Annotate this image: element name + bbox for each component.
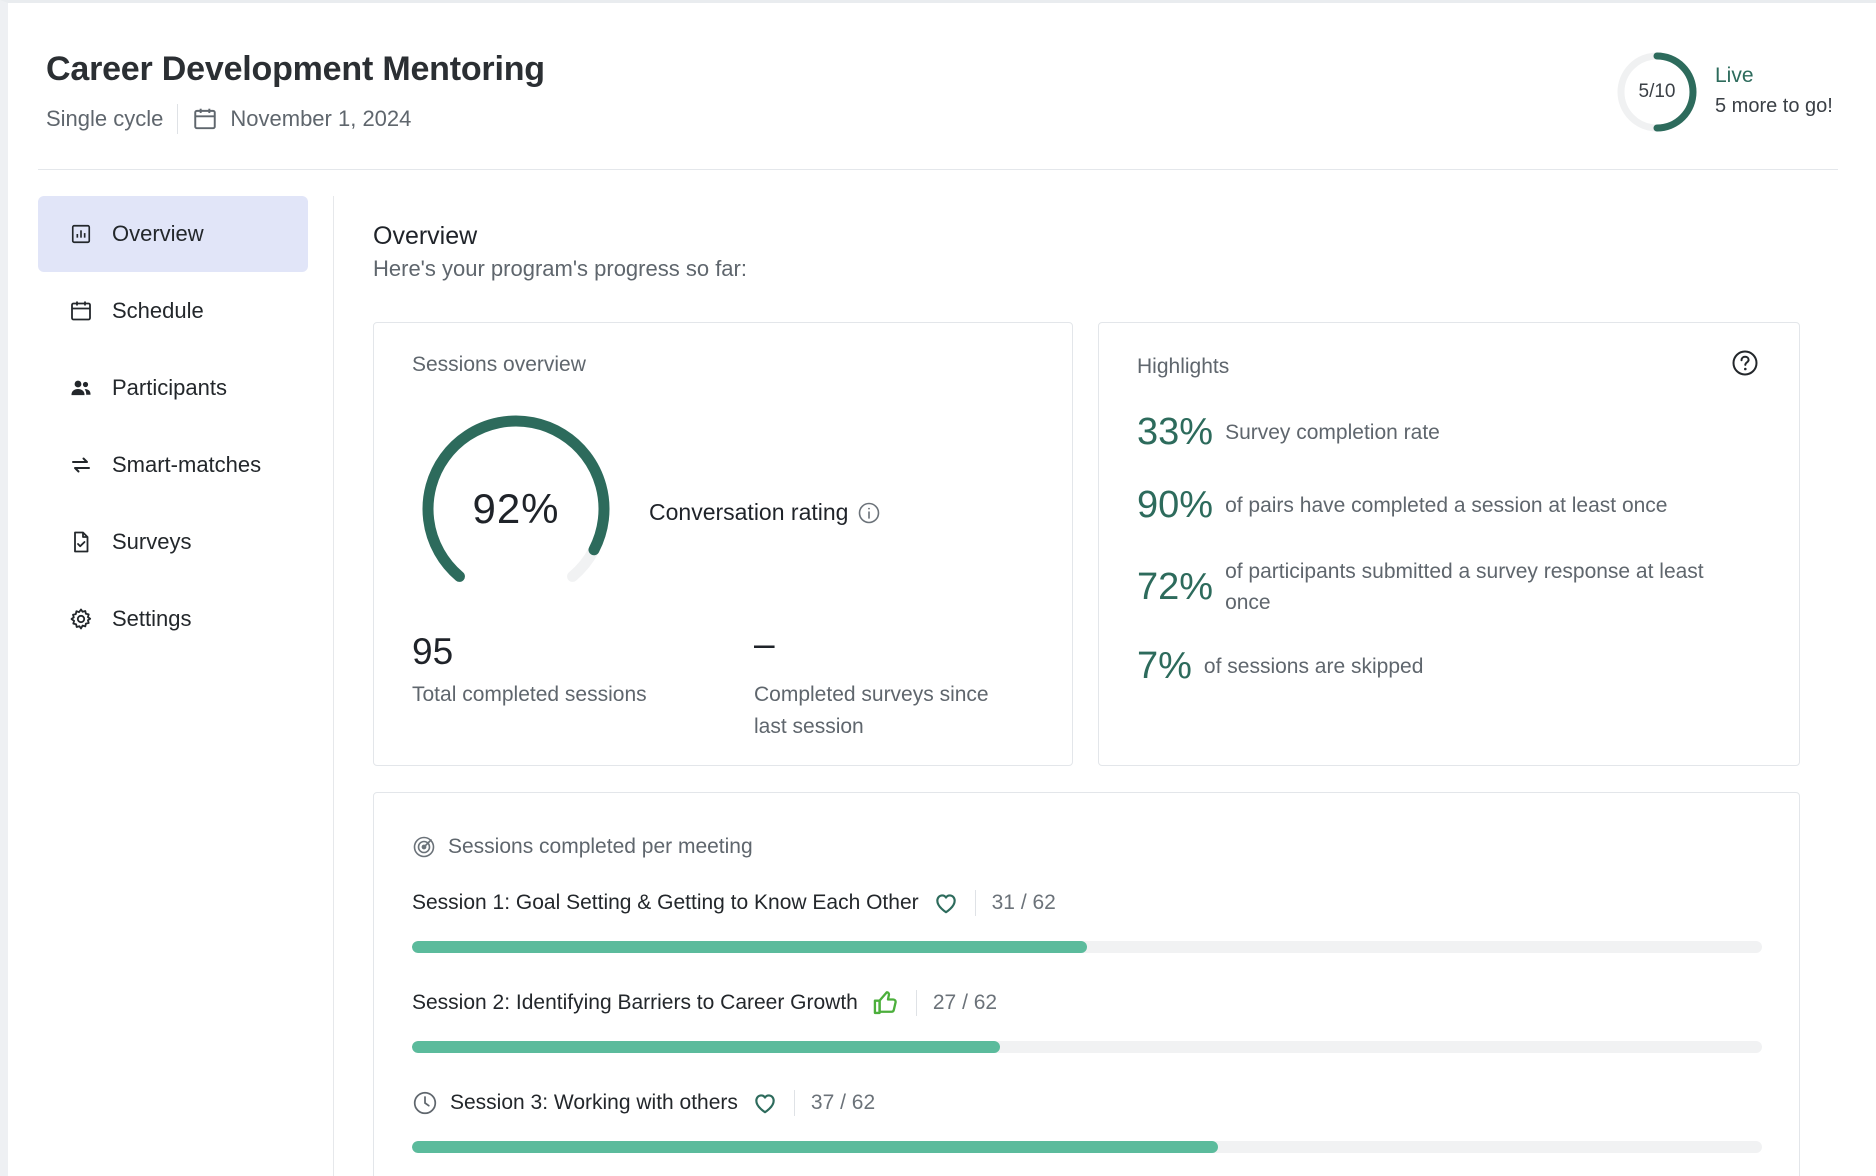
rating-label-text: Conversation rating: [649, 499, 849, 525]
thumbs-up-icon: [872, 989, 900, 1017]
session-count: 27 / 62: [932, 991, 998, 1014]
highlight-text: of participants submitted a survey respo…: [1225, 556, 1704, 618]
sidebar-item-label: Participants: [112, 375, 227, 400]
session-header: Session 3: Working with others 37 / 62: [412, 1085, 1762, 1121]
heart-icon: [933, 890, 959, 916]
session-progress-bar: [412, 1041, 1762, 1053]
status-remaining: 5 more to go!: [1715, 95, 1833, 117]
program-meta: Single cycle November 1, 2024: [46, 104, 411, 134]
session-title: Session 1: Goal Setting & Getting to Kno…: [412, 891, 919, 914]
highlight-text-line2: once: [1225, 591, 1271, 614]
surveys-since-value: –: [754, 623, 775, 664]
sessions-per-meeting-card: Sessions completed per meeting Session 1…: [373, 792, 1800, 1176]
page-title: Career Development Mentoring: [46, 50, 545, 88]
meta-divider: [177, 104, 179, 134]
card-title-text: Sessions completed per meeting: [448, 835, 753, 858]
session-row[interactable]: Session 2: Identifying Barriers to Caree…: [412, 985, 1762, 1053]
program-date: November 1, 2024: [230, 106, 412, 131]
sidebar-item-label: Smart-matches: [112, 452, 262, 477]
program-progress: 5/10 Live 5 more to go!: [1615, 50, 1875, 134]
highlight-percent: 72%: [1137, 565, 1214, 608]
rating-label: Conversation rating: [649, 499, 881, 526]
session-progress-bar: [412, 1141, 1762, 1153]
session-count: 37 / 62: [810, 1091, 876, 1114]
sidebar-item-surveys[interactable]: Surveys: [38, 504, 308, 580]
chart-icon: [68, 221, 94, 247]
divider: [974, 890, 976, 916]
highlight-text: of pairs have completed a session at lea…: [1225, 494, 1668, 517]
surveys-since-label: Completed surveys since last session: [754, 679, 989, 743]
highlights-card: Highlights 33% Survey completion rate 90…: [1098, 322, 1800, 766]
card-title: Sessions completed per meeting: [412, 835, 753, 859]
session-progress-fill: [412, 1141, 1218, 1153]
highlight-text: of sessions are skipped: [1203, 655, 1424, 678]
sidebar-item-overview[interactable]: Overview: [38, 196, 308, 272]
info-icon[interactable]: [857, 501, 881, 525]
cycle-label: Single cycle: [46, 106, 164, 131]
session-progress-fill: [412, 941, 1087, 953]
swap-arrows-icon: [68, 452, 94, 478]
calendar-icon: [192, 106, 218, 132]
highlight-percent: 90%: [1137, 484, 1214, 526]
total-sessions-value: 95: [412, 631, 454, 672]
progress-ring: [1617, 52, 1697, 132]
sidebar-item-participants[interactable]: Participants: [38, 350, 308, 426]
clock-icon: [412, 1090, 438, 1116]
highlight-text-line1: of participants submitted a survey respo…: [1225, 560, 1704, 583]
surveys-since-label-line2: last session: [754, 715, 864, 738]
sidebar-item-label: Surveys: [112, 529, 192, 554]
sidebar-item-settings[interactable]: Settings: [38, 581, 308, 657]
sidebar-item-schedule[interactable]: Schedule: [38, 273, 308, 349]
gear-icon: [68, 606, 94, 632]
sidebar-item-smart-matches[interactable]: Smart-matches: [38, 427, 308, 503]
rating-value: 92%: [472, 485, 560, 532]
highlight-item: 90% of pairs have completed a session at…: [1137, 484, 1668, 527]
card-title: Highlights: [1137, 355, 1230, 378]
gauge-fill: [422, 415, 610, 582]
highlight-text: Survey completion rate: [1225, 421, 1440, 444]
heart-icon: [752, 1090, 778, 1116]
survey-doc-icon: [68, 529, 94, 555]
sessions-overview-card: Sessions overview 92% Conversation ratin…: [373, 322, 1073, 766]
target-icon: [412, 835, 436, 859]
session-progress-bar: [412, 941, 1762, 953]
session-title: Session 2: Identifying Barriers to Caree…: [412, 991, 858, 1014]
sidebar-item-label: Overview: [112, 221, 204, 246]
session-progress-fill: [412, 1041, 1000, 1053]
sidebar-item-label: Settings: [112, 606, 192, 631]
calendar-icon: [68, 298, 94, 324]
rating-gauge: [422, 415, 610, 582]
help-icon[interactable]: [1731, 349, 1759, 377]
session-row[interactable]: Session 3: Working with others 37 / 62: [412, 1085, 1762, 1153]
progress-ring-fill: [1653, 52, 1697, 132]
sidebar-item-label: Schedule: [112, 298, 204, 323]
highlight-percent: 7%: [1137, 645, 1192, 687]
status-badge: Live: [1715, 64, 1754, 87]
divider: [793, 1090, 795, 1116]
highlight-percent: 33%: [1137, 411, 1214, 453]
sidebar-divider: [333, 196, 334, 1176]
page-header: Career Development Mentoring Single cycl…: [38, 0, 1838, 170]
people-icon: [68, 375, 94, 401]
highlight-item: 33% Survey completion rate: [1137, 411, 1440, 454]
surveys-since-label-line1: Completed surveys since: [754, 683, 989, 706]
sidebar: Overview Schedule Participants Smart-mat…: [38, 196, 308, 658]
session-row[interactable]: Session 1: Goal Setting & Getting to Kno…: [412, 885, 1762, 953]
card-title: Sessions overview: [412, 353, 586, 376]
progress-ring-label: 5/10: [1638, 81, 1676, 102]
section-subtitle: Here's your program's progress so far:: [373, 256, 747, 281]
highlight-item: 7% of sessions are skipped: [1137, 645, 1423, 688]
highlight-item: 72% of participants submitted a survey r…: [1137, 556, 1704, 618]
session-title: Session 3: Working with others: [450, 1091, 738, 1114]
session-header: Session 1: Goal Setting & Getting to Kno…: [412, 885, 1762, 921]
session-header: Session 2: Identifying Barriers to Caree…: [412, 985, 1762, 1021]
session-count: 31 / 62: [991, 891, 1056, 914]
section-title: Overview: [373, 222, 478, 250]
divider: [915, 990, 917, 1016]
total-sessions-label: Total completed sessions: [412, 683, 647, 706]
